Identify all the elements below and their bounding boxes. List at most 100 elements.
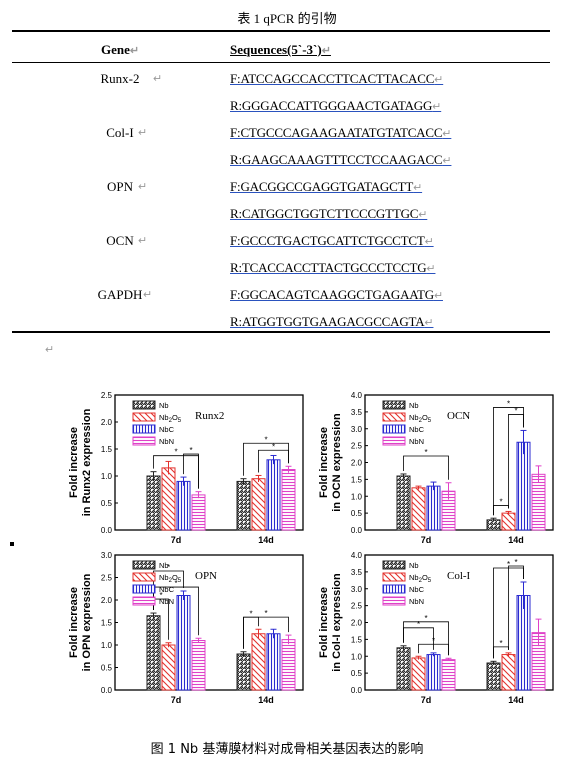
y-axis-label-line: Fold increase [68, 587, 80, 658]
paragraph-mark: ↵ [442, 155, 452, 167]
legend-swatch [382, 436, 406, 446]
sequence-text: F:GGCACAGTCAAGGCTGAGAATG [230, 287, 434, 302]
legend-sub: 2 [419, 418, 423, 424]
paragraph-mark: ↵ [442, 128, 452, 140]
paragraph-mark: ↵ [434, 74, 444, 86]
bar [486, 662, 501, 691]
legend-label: Nb [159, 401, 169, 410]
paragraph-mark: ↵ [138, 181, 148, 193]
bar [161, 467, 176, 531]
y-tick-label: 1.5 [351, 475, 363, 484]
bar [251, 478, 266, 531]
y-tick-label: 0.0 [351, 526, 363, 535]
y-axis-label-line: in OCN expression [331, 413, 343, 512]
paragraph-mark: ↵ [138, 235, 148, 247]
legend-text: O [172, 413, 178, 422]
bar [161, 644, 176, 691]
y-tick-label: 3.0 [351, 585, 363, 594]
legend-swatch [382, 584, 406, 594]
sequence-reverse: R:TCACCACCTTACTGCCCTCCTG↵ [230, 260, 436, 276]
paragraph-mark: ↵ [433, 290, 443, 302]
legend-swatch [382, 560, 406, 570]
bar [516, 595, 531, 691]
sequence-reverse: R:GGGACCATTGGGAACTGATAGG↵ [230, 98, 441, 114]
legend-swatch [132, 560, 156, 570]
significance-bracket [403, 627, 434, 650]
paragraph-mark: ↵ [138, 127, 148, 139]
legend-text: O [422, 573, 428, 582]
x-tick-label: 7d [421, 535, 432, 545]
legend-text: Nb [159, 573, 169, 582]
legend-label: Nb [409, 561, 419, 570]
significance-star: * [189, 446, 192, 455]
y-tick-label: 3.0 [101, 551, 113, 560]
bar [441, 659, 456, 691]
legend-swatch [132, 400, 156, 410]
table-row-gene: OPN [106, 179, 133, 194]
x-tick-label: 14d [258, 695, 274, 705]
y-tick-label: 0.5 [351, 509, 363, 518]
legend-label: Nb2O5 [409, 413, 432, 424]
x-tick-label: 7d [171, 695, 182, 705]
significance-bracket [243, 616, 259, 649]
legend-text: Nb [409, 413, 419, 422]
table-header-rule [12, 62, 550, 63]
bar [146, 615, 161, 691]
y-tick-label: 1.0 [351, 492, 363, 501]
y-tick-label: 2.5 [351, 602, 363, 611]
legend-label: Nb2O5 [159, 573, 182, 584]
table-row-gene: GAPDH [97, 287, 143, 302]
bar [176, 595, 191, 691]
y-tick-label: 2.0 [101, 596, 113, 605]
legend-label: NbN [159, 597, 174, 606]
sequence-text: R:CATGGCTGGTCTTCCCGTTGC [230, 206, 419, 221]
sequence-forward: F:CTGCCCAGAAGAATATGTATCACC↵ [230, 125, 452, 141]
sequence-reverse: R:GAAGCAAAGTTTCCTCCAAGACC↵ [230, 152, 452, 168]
x-tick-label: 7d [421, 695, 432, 705]
y-axis-label: Fold increasein OCN expression [318, 413, 343, 512]
significance-bracket [418, 643, 449, 656]
chart-col-i: 0.0 0.5 1.0 1.5 2.0 2.5 3.0 3.5 4.0 Fold increase… [313, 545, 558, 715]
bar [411, 657, 426, 691]
table-top-rule [12, 30, 550, 32]
legend-swatch [132, 424, 156, 434]
legend-swatch [132, 572, 156, 582]
legend-label: Nb2O5 [159, 413, 182, 424]
y-axis-label: Fold increasein Runx2 expression [68, 408, 93, 516]
legend-swatch [132, 584, 156, 594]
paragraph-mark: ↵ [153, 73, 163, 85]
y-tick-label: 0.0 [101, 686, 113, 695]
significance-bracket [153, 455, 199, 489]
bar [281, 469, 296, 531]
y-tick-label: 4.0 [351, 551, 363, 560]
bar [236, 653, 251, 691]
paragraph-mark: ↵ [45, 344, 55, 356]
legend-swatch [382, 412, 406, 422]
bar [426, 485, 441, 531]
significance-bracket [243, 442, 289, 476]
legend-text: O [422, 413, 428, 422]
sequence-text: R:GGGACCATTGGGAACTGATAGG [230, 98, 433, 113]
sequence-forward: F:GGCACAGTCAAGGCTGAGAATG↵ [230, 287, 443, 303]
chart-ocn: 0.0 0.5 1.0 1.5 2.0 2.5 3.0 3.5 4.0 Fold increase… [313, 385, 558, 555]
y-tick-label: 2.5 [351, 442, 363, 451]
sequence-reverse: R:CATGGCTGGTCTTCCCGTTGC↵ [230, 206, 427, 222]
sequence-text: R:GAAGCAAAGTTTCCTCCAAGACC [230, 152, 443, 167]
significance-star: * [424, 448, 427, 457]
y-tick-label: 1.5 [351, 635, 363, 644]
bar [266, 633, 281, 691]
table-row-gene: Runx-2 [100, 71, 140, 86]
significance-star: * [499, 639, 502, 648]
table-title: 表 1 qPCR 的引物 [237, 11, 337, 26]
y-tick-label: 0.0 [101, 526, 113, 535]
bar [501, 654, 516, 691]
chart-title: Col-I [447, 570, 471, 582]
sequence-forward: F:GCCCTGACTGCATTCTGCCTCT↵ [230, 233, 434, 249]
legend-label: NbC [159, 425, 175, 434]
bar [426, 654, 441, 691]
legend-sub: 5 [428, 578, 432, 584]
header-sequences: Sequences(5`-3`)↵ [230, 42, 331, 57]
legend-sub: 2 [169, 578, 173, 584]
paragraph-mark: ↵ [413, 182, 423, 194]
significance-star: * [174, 579, 177, 588]
